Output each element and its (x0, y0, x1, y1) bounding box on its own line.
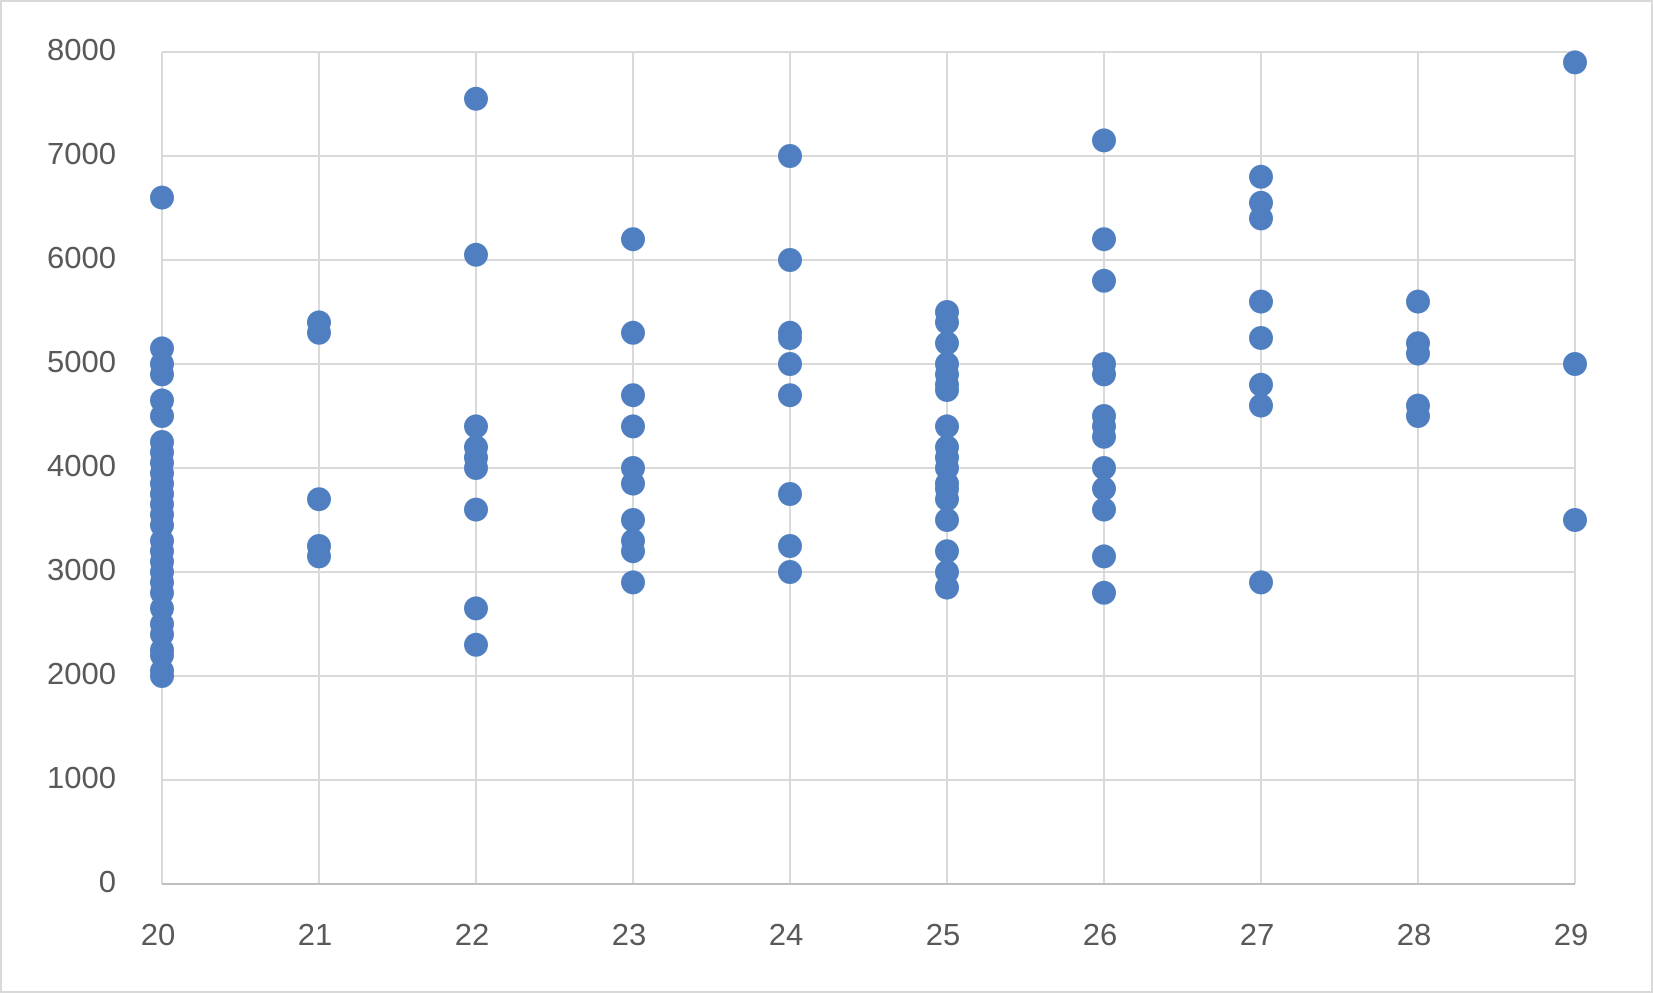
x-tick-label: 24 (769, 917, 803, 952)
x-tick-label: 23 (612, 917, 646, 952)
point (778, 560, 802, 584)
y-tick-label: 6000 (47, 240, 116, 275)
x-tick-label: 21 (298, 917, 332, 952)
point (464, 414, 488, 439)
point (464, 86, 488, 111)
point (307, 320, 331, 345)
y-tick-label: 8000 (47, 32, 116, 67)
point (621, 508, 645, 532)
point (778, 144, 802, 168)
x-tick-label: 29 (1554, 917, 1588, 952)
point (1563, 508, 1587, 532)
point (778, 482, 802, 506)
point (1092, 362, 1116, 387)
point (935, 508, 959, 532)
y-tick-label: 5000 (47, 344, 116, 379)
point (778, 383, 802, 408)
point (1092, 424, 1116, 449)
point (935, 539, 959, 564)
point (778, 534, 802, 558)
point (464, 497, 488, 522)
point (150, 185, 174, 210)
point (1249, 326, 1273, 350)
point (1092, 497, 1116, 522)
point (464, 596, 488, 621)
point (464, 632, 488, 657)
point (1249, 164, 1273, 189)
point (307, 544, 331, 569)
point (1249, 206, 1273, 231)
point (621, 227, 645, 252)
point (621, 383, 645, 408)
point (464, 456, 488, 480)
point (1092, 580, 1116, 605)
point (1563, 352, 1587, 376)
point (935, 310, 959, 335)
x-tick-label: 20 (141, 917, 175, 952)
x-tick-label: 22 (455, 917, 489, 952)
point (1092, 227, 1116, 252)
y-tick-label: 2000 (47, 656, 116, 691)
point (1249, 289, 1273, 314)
y-tick-label: 0 (99, 864, 116, 899)
point (1092, 476, 1116, 501)
point (150, 362, 174, 387)
point (1406, 341, 1430, 366)
point (621, 320, 645, 345)
point (621, 471, 645, 496)
point (1406, 289, 1430, 314)
point (1249, 372, 1273, 397)
point (778, 326, 802, 350)
y-tick-label: 7000 (47, 136, 116, 171)
point (464, 242, 488, 267)
y-tick-label: 4000 (47, 448, 116, 483)
y-tick-label: 3000 (47, 552, 116, 587)
point (150, 664, 174, 688)
point (935, 378, 959, 402)
x-tick-label: 28 (1397, 917, 1431, 952)
point (621, 570, 645, 595)
point (935, 487, 959, 512)
point (935, 331, 959, 356)
point (621, 414, 645, 439)
point (621, 539, 645, 564)
point (1563, 50, 1587, 75)
point (1092, 544, 1116, 569)
point (1092, 128, 1116, 153)
point (150, 404, 174, 428)
point (1406, 404, 1430, 428)
point (935, 575, 959, 600)
x-tick-label: 25 (926, 917, 960, 952)
x-tick-label: 27 (1240, 917, 1274, 952)
point (1249, 393, 1273, 418)
x-tick-label: 26 (1083, 917, 1117, 952)
point (1092, 456, 1116, 480)
point (935, 414, 959, 439)
point (1249, 570, 1273, 595)
point (778, 248, 802, 272)
point (307, 487, 331, 512)
point (778, 352, 802, 376)
y-tick-label: 1000 (47, 760, 116, 795)
point (1092, 268, 1116, 293)
